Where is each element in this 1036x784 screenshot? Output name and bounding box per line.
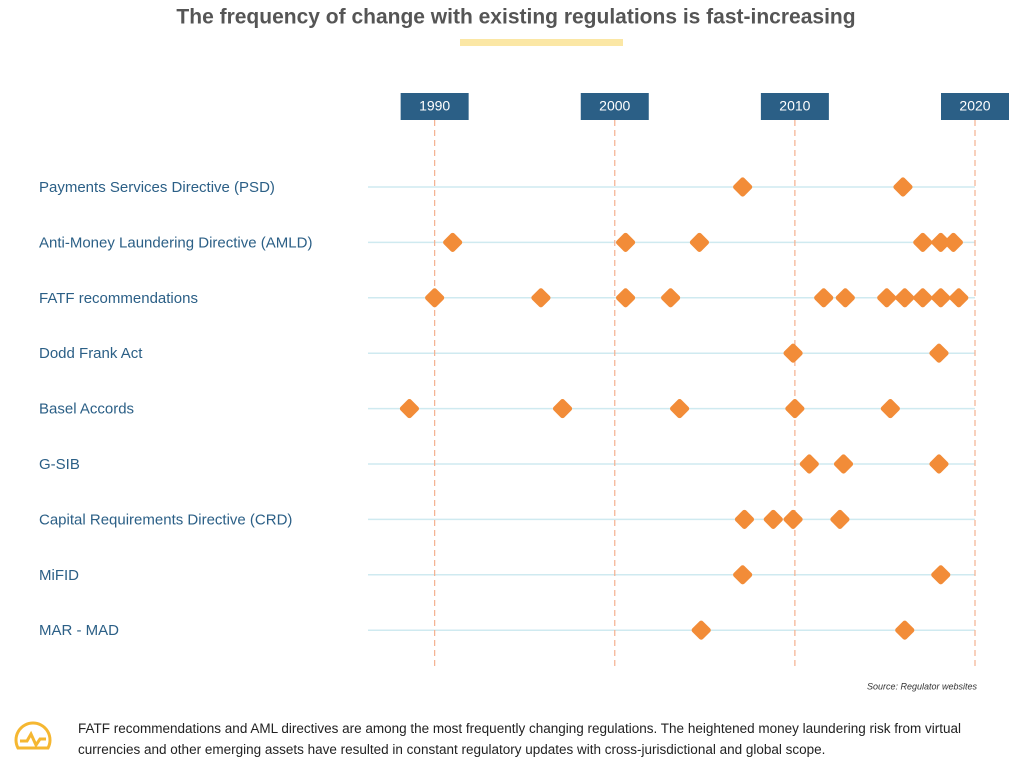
event-marker [929,454,949,474]
event-marker [783,509,803,529]
event-marker [931,232,951,252]
event-marker [783,343,803,363]
event-marker [949,288,969,308]
event-marker [893,177,913,197]
event-marker [733,177,753,197]
event-marker [833,454,854,474]
event-marker [443,232,463,252]
event-marker [689,232,709,252]
event-marker [615,288,636,308]
event-marker [531,288,551,308]
row-label: Payments Services Directive (PSD) [39,179,275,196]
row-label: FATF recommendations [39,290,198,307]
chart-title: The frequency of change with existing re… [176,6,855,29]
event-marker [880,399,900,419]
tick-box [400,93,469,120]
row-label: Capital Requirements Directive (CRD) [39,511,292,528]
row-label: Basel Accords [39,401,134,418]
event-marker [785,399,805,419]
footnote: FATF recommendations and AML directives … [78,721,961,757]
x-tick-label: 2010 [779,98,810,114]
event-marker [931,288,951,308]
event-marker [399,399,419,419]
event-marker [670,399,690,419]
event-marker [425,288,445,308]
event-marker [931,565,951,585]
event-marker [835,288,855,308]
event-marker [615,232,636,252]
event-marker [814,288,834,308]
event-marker [877,288,897,308]
row-label: G-SIB [39,456,80,473]
event-marker [929,343,949,363]
event-marker [895,288,915,308]
x-tick-label: 1990 [419,98,450,114]
source: Source: Regulator websites [867,681,978,691]
event-marker [661,288,681,308]
event-marker [733,565,753,585]
row-label: MiFID [39,567,79,584]
event-marker [691,620,711,640]
event-marker [913,232,933,252]
event-marker [895,620,915,640]
tick-box [941,93,1009,120]
row-label: Anti-Money Laundering Directive (AMLD) [39,234,312,251]
tick-box [760,93,829,120]
event-marker [552,399,573,419]
icon [14,721,52,750]
title-underline [460,39,623,46]
event-marker [763,509,783,529]
x-tick-label: 2000 [599,98,630,114]
event-marker [799,454,819,474]
event-marker [943,232,963,252]
event-marker [734,509,755,529]
tick-box [580,93,649,120]
x-tick-label: 2020 [959,98,990,114]
row-label: MAR - MAD [39,622,119,639]
row-label: Dodd Frank Act [39,345,143,362]
event-marker [830,509,850,529]
event-marker [913,288,933,308]
